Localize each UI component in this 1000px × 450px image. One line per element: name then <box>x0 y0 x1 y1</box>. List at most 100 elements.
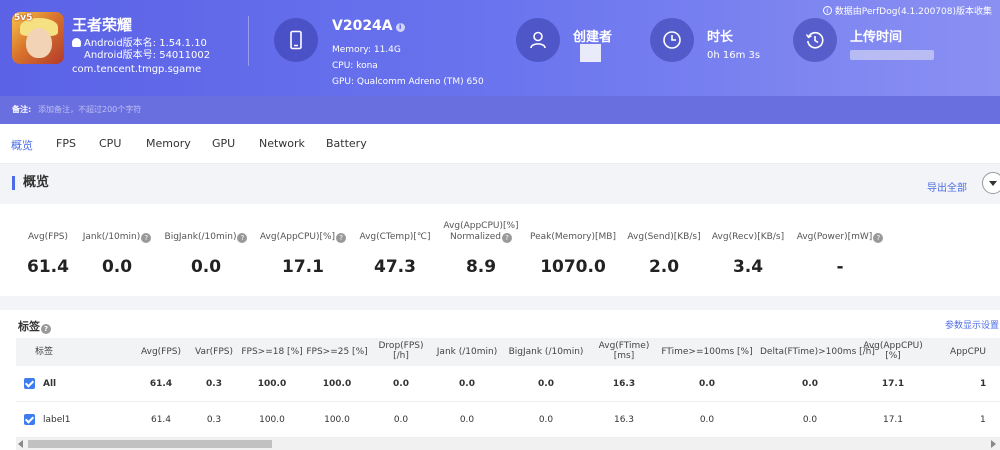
duration-label: 时长 <box>707 30 734 45</box>
table-cell: 17.1 <box>881 379 905 389</box>
creator-label: 创建者 <box>573 30 613 45</box>
table-cell: 0.0 <box>459 379 475 389</box>
column-header[interactable]: FPS>=25 [%] <box>306 347 368 357</box>
metric-label: Avg(Power)[mW]? <box>790 232 890 243</box>
device-specs: Memory: 11.4G CPU: kona GPU: Qualcomm Ad… <box>332 42 484 90</box>
scroll-left-icon[interactable] <box>18 440 23 448</box>
app-version-code: Android版本号: 54011002 <box>84 50 211 61</box>
metric-label: Avg(AppCPU)[%]? <box>253 232 353 243</box>
table-cell: 0.0 <box>538 379 554 389</box>
tab-network[interactable]: Network <box>259 137 305 150</box>
metric-label: Peak(Memory)[MB] <box>530 232 616 242</box>
row-checkbox[interactable] <box>24 378 35 389</box>
tab-gpu[interactable]: GPU <box>212 137 236 150</box>
help-icon[interactable]: ? <box>502 233 513 243</box>
metric-value: 2.0 <box>648 257 680 277</box>
clock-icon <box>650 18 694 62</box>
help-icon[interactable]: ? <box>141 233 152 243</box>
remark-bar: 备注: 添加备注，不超过200个字符 <box>0 96 1000 124</box>
horizontal-scrollbar[interactable] <box>16 438 1000 450</box>
metric-label: Avg(Recv)[KB/s] <box>711 232 785 242</box>
app-name: 王者荣耀 <box>72 16 133 34</box>
tags-table-header: 标签 Avg(FPS) Var(FPS) FPS>=18 [%] FPS>=25 [%]… <box>16 338 1000 366</box>
export-all-link[interactable]: 导出全部 <box>927 183 967 194</box>
honor-of-kings-app-icon: 5v5 <box>12 12 64 64</box>
column-header[interactable]: BigJank (/10min) <box>508 347 584 357</box>
scrollbar-thumb[interactable] <box>28 440 272 448</box>
column-header[interactable]: Jank (/10min) <box>436 347 498 357</box>
metric-value: 3.4 <box>732 257 764 277</box>
table-cell: 61.4 <box>150 415 172 425</box>
metric-value: - <box>836 257 844 277</box>
column-header[interactable]: AppCPU <box>950 347 986 357</box>
column-header[interactable]: Drop(FPS) [/h] <box>378 341 424 361</box>
table-cell: 0.3 <box>206 379 222 389</box>
metric: Avg(FPS) 61.4 <box>0 232 98 277</box>
chevron-down-icon[interactable] <box>982 172 1000 194</box>
device-cpu: CPU: kona <box>332 61 378 71</box>
tab-bar: 概览 FPS CPU Memory GPU Network Battery <box>0 124 1000 164</box>
column-header[interactable]: FPS>=18 [%] <box>241 347 303 357</box>
tags-section: 标签? 参数显示设置 标签 Avg(FPS) Var(FPS) FPS>=18 [%]… <box>0 310 1000 450</box>
table-row[interactable]: All 61.4 0.3 100.0 100.0 0.0 0.0 0.0 16.3 0.0 0.0 1… <box>16 366 1000 402</box>
device-name: V2024A i <box>332 18 405 34</box>
help-icon[interactable]: ? <box>237 233 248 243</box>
tab-fps[interactable]: FPS <box>56 137 76 150</box>
upload-time-value-redacted <box>850 50 934 60</box>
metric: Jank(/10min)? 0.0 <box>67 232 167 277</box>
metric-value: 47.3 <box>374 257 416 277</box>
metric: Avg(AppCPU)[%]? 17.1 <box>253 232 353 277</box>
scroll-right-icon[interactable] <box>991 440 996 448</box>
column-header[interactable]: Delta(FTime)>100ms [/h] <box>760 347 875 357</box>
help-icon[interactable]: ? <box>41 324 51 334</box>
overview-heading: 概览 <box>12 176 49 190</box>
column-header[interactable]: 标签 <box>35 347 54 357</box>
metric-label: Avg(AppCPU)[%] Normalized? <box>443 221 519 243</box>
data-source-note: i 数据由PerfDog(4.1.200708)版本收集 <box>820 4 992 17</box>
tab-memory[interactable]: Memory <box>146 137 191 150</box>
help-icon[interactable]: ? <box>336 233 347 243</box>
table-cell: 0.3 <box>206 415 222 425</box>
metric-value: 0.0 <box>190 257 222 277</box>
table-cell: 1 <box>980 379 987 389</box>
duration-value: 0h 16m 3s <box>707 50 761 61</box>
tab-cpu[interactable]: CPU <box>99 137 122 150</box>
column-header[interactable]: Avg(FTime) [ms] <box>598 341 650 361</box>
info-icon[interactable]: i <box>395 23 405 32</box>
metric-label: Avg(FPS) <box>27 232 68 242</box>
metric-label: Avg(CTemp)[℃] <box>359 232 431 242</box>
creator-value-redacted <box>580 44 601 62</box>
tab-overview[interactable]: 概览 <box>11 139 33 152</box>
tab-battery[interactable]: Battery <box>326 137 367 150</box>
overview-metrics: Avg(FPS) 61.4 Jank(/10min)? 0.0 BigJank(/10m… <box>0 204 1000 296</box>
row-tag-name: All <box>43 379 57 389</box>
metric-label: BigJank(/10min)? <box>156 232 256 243</box>
column-header[interactable]: Avg(FPS) <box>140 347 181 357</box>
remark-input[interactable]: 添加备注，不超过200个字符 <box>38 105 142 114</box>
history-icon <box>793 18 837 62</box>
column-header[interactable]: Avg(AppCPU) [%] <box>863 341 923 361</box>
row-checkbox[interactable] <box>24 414 35 425</box>
metric: Avg(Send)[KB/s] 2.0 <box>614 232 714 277</box>
header-divider <box>248 16 249 66</box>
table-cell: 0.0 <box>699 415 715 425</box>
table-cell: 100.0 <box>322 379 352 389</box>
user-icon <box>516 18 560 62</box>
help-icon[interactable]: ? <box>873 233 884 243</box>
column-header[interactable]: Var(FPS) <box>194 347 233 357</box>
table-cell: 16.3 <box>612 379 636 389</box>
app-package-name: com.tencent.tmgp.sgame <box>72 64 202 75</box>
metric-value: 17.1 <box>282 257 324 277</box>
table-row[interactable]: label1 61.4 0.3 100.0 100.0 0.0 0.0 0.0 16.3 0.0 0… <box>16 402 1000 438</box>
app-version-info: Android版本名: 1.54.1.10 Android版本号: 540110… <box>72 38 210 62</box>
table-cell: 100.0 <box>257 379 287 389</box>
table-cell: 0.0 <box>802 379 818 389</box>
row-tag-name: label1 <box>43 415 71 425</box>
table-cell: 17.1 <box>882 415 904 425</box>
param-display-settings-link[interactable]: 参数显示设置 <box>945 321 1000 331</box>
metric-value: 0.0 <box>101 257 133 277</box>
metric: Avg(Recv)[KB/s] 3.4 <box>698 232 798 277</box>
device-memory: Memory: 11.4G <box>332 45 401 55</box>
column-header[interactable]: FTime>=100ms [%] <box>661 347 753 357</box>
table-cell: 100.0 <box>259 415 285 425</box>
